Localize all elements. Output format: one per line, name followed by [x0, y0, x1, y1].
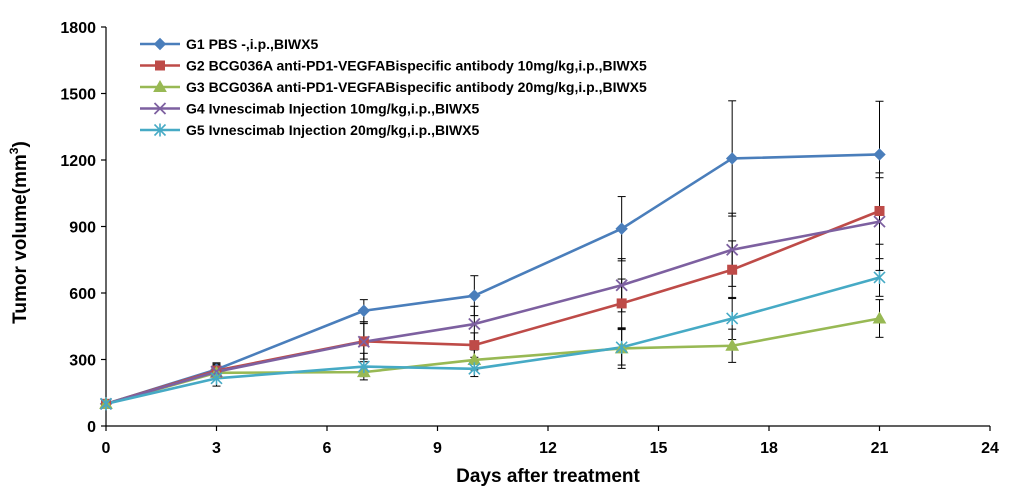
- y-tick-label: 300: [69, 353, 96, 370]
- x-tick-label: 24: [981, 440, 999, 457]
- data-point-g4: [873, 215, 886, 228]
- x-axis-title: Days after treatment: [456, 466, 640, 487]
- y-axis-title: Tumor volume(mm3): [7, 141, 31, 324]
- data-point-g5: [726, 311, 739, 325]
- legend-marker-g2: [155, 60, 165, 71]
- data-point-g1: [615, 222, 628, 235]
- data-point-g1: [357, 304, 371, 317]
- x-tick-label: 9: [433, 440, 442, 457]
- x-tick-label: 3: [212, 440, 221, 457]
- legend: G1 PBS -,i.p.,BIWX5 G2 BCG036A anti-PD1-V…: [140, 36, 647, 138]
- legend-marker-g4: [153, 102, 167, 115]
- data-point-g3: [872, 311, 887, 324]
- legend-marker-g3: [153, 79, 167, 92]
- x-tick-label: 6: [323, 440, 332, 457]
- data-point-g4: [615, 279, 628, 292]
- y-tick-label: 1500: [60, 87, 96, 104]
- y-tick-label: 1200: [60, 153, 96, 170]
- x-tick-label: 12: [539, 440, 557, 457]
- data-point-g2: [727, 264, 738, 275]
- x-tick-label: 18: [760, 440, 778, 457]
- axes: 0 300 600 900 1200 1500 1800 0 3 6 9 12 15 18 21 24: [60, 20, 999, 457]
- data-point-g5: [357, 360, 370, 374]
- data-point-g3: [725, 338, 740, 351]
- series-markers: [99, 148, 887, 411]
- legend-label-g5: G5 Ivnescimab Injection 20mg/kg,i.p.,BIW…: [186, 122, 480, 138]
- data-point-g4: [726, 243, 739, 256]
- data-point-g2: [874, 205, 885, 216]
- data-point-g4: [357, 335, 370, 348]
- data-point-g1: [468, 289, 481, 302]
- y-tick-label: 1800: [60, 20, 96, 37]
- data-point-g4: [468, 317, 481, 331]
- x-tick-label: 15: [650, 440, 668, 457]
- y-tick-label: 0: [87, 419, 96, 436]
- legend-label-g2: G2 BCG036A anti-PD1-VEGFABispecific anti…: [186, 58, 647, 74]
- data-point-g1: [725, 152, 739, 165]
- x-tick-label: 0: [102, 440, 111, 457]
- y-tick-label: 600: [69, 286, 96, 303]
- series-line-g2: [105, 209, 880, 406]
- legend-marker-g5: [153, 123, 167, 137]
- data-point-g5: [99, 397, 113, 411]
- data-point-g2: [616, 298, 627, 309]
- data-point-g2: [469, 340, 480, 351]
- legend-label-g4: G4 Ivnescimab Injection 10mg/kg,i.p.,BIW…: [186, 101, 480, 117]
- legend-label-g1: G1 PBS -,i.p.,BIWX5: [186, 36, 318, 52]
- data-point-g1: [873, 148, 886, 161]
- data-point-g5: [468, 362, 481, 376]
- error-bars: [212, 100, 884, 387]
- data-point-g5: [873, 270, 886, 284]
- legend-marker-g1: [153, 37, 167, 51]
- x-tick-label: 21: [871, 440, 889, 457]
- series-line-g3: [105, 317, 880, 406]
- legend-label-g3: G3 BCG036A anti-PD1-VEGFABispecific anti…: [186, 79, 647, 95]
- data-point-g5: [210, 371, 223, 385]
- y-tick-label: 900: [69, 220, 96, 237]
- data-point-g5: [615, 340, 628, 354]
